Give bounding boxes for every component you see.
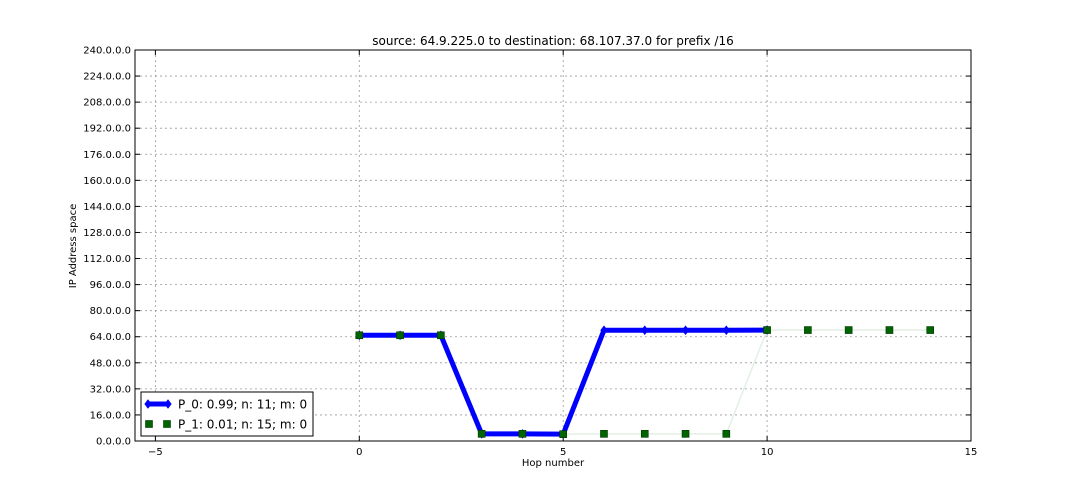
y-tick-label: 80.0.0.0 [90,306,131,317]
series-point-p1 [396,331,404,340]
series-point-p0 [641,325,649,336]
series-point-p1 [355,331,364,340]
x-tick-label: 0 [356,447,362,458]
series-point-p1 [926,326,935,334]
y-tick-label: 192.0.0.0 [83,124,131,135]
series-point-p1 [600,430,608,438]
legend-marker-p1 [163,420,171,428]
y-tick-label: 64.0.0.0 [90,332,131,343]
y-axis-title: IP Address space [68,204,79,289]
y-tick-label: 0.0.0.0 [96,437,131,448]
series-point-p1 [722,430,731,438]
x-tick-label: −5 [148,447,163,458]
series-point-p1 [640,430,649,438]
y-tick-label: 48.0.0.0 [90,358,131,369]
series-point-p1 [559,430,567,438]
series-point-p1 [844,326,853,334]
y-tick-label: 176.0.0.0 [83,150,131,161]
legend: P_0: 0.99; n: 11; m: 0 P_1: 0.01; n: 15; … [140,391,314,437]
y-tick-label: 16.0.0.0 [90,410,131,421]
series-point-p1 [437,331,445,340]
axis-ticks: −5 0 5 10 15 0.0.0.0 16.0.0.0 32.0.0.0 48.0.0.0 6… [83,46,977,459]
legend-marker-p0 [144,399,152,409]
series-point-p1 [763,326,771,334]
y-tick-label: 224.0.0.0 [83,72,131,83]
x-axis-title: Hop number [522,458,585,469]
legend-marker-p1 [145,420,153,428]
legend-box [140,391,314,437]
x-tick-label: 5 [560,447,566,458]
y-tick-label: 144.0.0.0 [83,202,131,213]
plot-area-frame [134,49,972,442]
series-point-p1 [804,326,812,334]
chart-title: source: 64.9.225.0 to destination: 68.10… [372,34,733,48]
y-tick-label: 96.0.0.0 [90,280,131,291]
series-point-p0 [600,325,608,336]
y-tick-label: 160.0.0.0 [83,176,131,187]
series-layer [355,325,935,440]
series-point-p0 [722,325,731,336]
grid-lines [135,49,972,442]
y-tick-label: 128.0.0.0 [83,228,131,239]
series-point-p1 [518,430,527,438]
series-point-p1 [681,430,690,438]
legend-label-p1: P_1: 0.01; n: 15; m: 0 [178,418,307,432]
series-point-p0 [681,325,690,336]
legend-label-p0: P_0: 0.99; n: 11; m: 0 [178,398,307,412]
y-tick-label: 240.0.0.0 [83,46,131,57]
x-tick-label: 15 [965,447,978,458]
y-tick-label: 208.0.0.0 [83,98,131,109]
legend-marker-p0 [164,399,172,409]
y-tick-label: 32.0.0.0 [90,384,131,395]
series-point-p1 [477,430,486,438]
x-tick-label: 10 [761,447,774,458]
y-tick-label: 112.0.0.0 [83,254,131,265]
series-point-p1 [885,326,894,334]
